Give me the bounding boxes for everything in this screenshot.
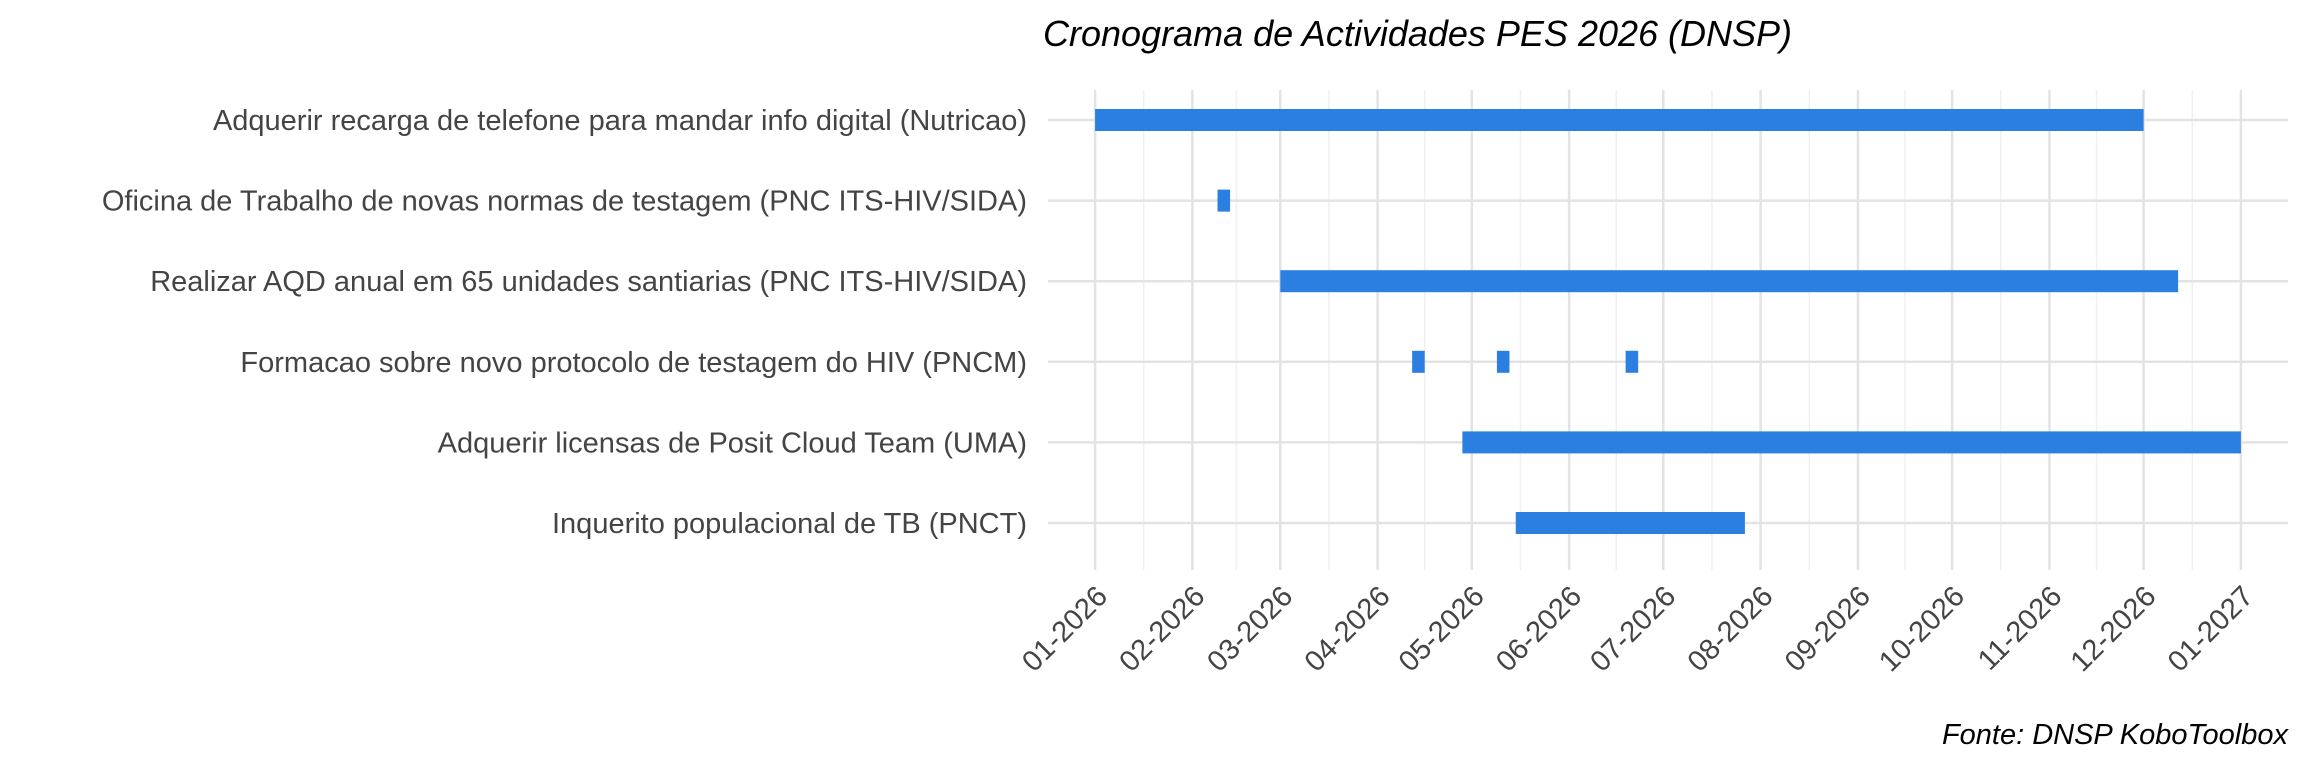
minor-grid (1142, 90, 2194, 570)
x-tick-label: 01-2026 (1016, 580, 1114, 678)
x-tick-label: 10-2026 (1873, 580, 1971, 678)
task-bar (1280, 270, 2179, 293)
task-label: Inquerito populacional de TB (PNCT) (552, 508, 1027, 540)
x-tick-label: 12-2026 (2065, 580, 2163, 678)
task-bar (1625, 350, 1639, 373)
task-label: Adquerir recarga de telefone para mandar… (213, 105, 1027, 137)
task-label: Oficina de Trabalho de novas normas de t… (102, 186, 1027, 218)
task-bars (1095, 109, 2241, 534)
x-tick-label: 08-2026 (1682, 580, 1780, 678)
major-grid (1048, 90, 2288, 570)
x-tick-label: 02-2026 (1113, 580, 1211, 678)
x-tick-label: 07-2026 (1584, 580, 1682, 678)
task-label: Realizar AQD anual em 65 unidades santia… (150, 266, 1027, 298)
task-bar (1217, 189, 1231, 212)
x-tick-label: 06-2026 (1490, 580, 1588, 678)
task-bar (1412, 350, 1425, 373)
x-tick-label: 01-2027 (2162, 580, 2260, 678)
task-bar (1496, 350, 1510, 373)
x-tick-label: 05-2026 (1393, 580, 1491, 678)
task-bar (1095, 109, 2144, 131)
x-tick-label: 09-2026 (1779, 580, 1877, 678)
x-tick-label: 11-2026 (1972, 580, 2068, 676)
task-bar (1462, 431, 2241, 454)
task-labels: Adquerir recarga de telefone para mandar… (102, 105, 1027, 540)
chart-caption: Fonte: DNSP KoboToolbox (1942, 719, 2290, 751)
task-label: Adquerir licensas de Posit Cloud Team (U… (438, 427, 1027, 459)
task-label: Formacao sobre novo protocolo de testage… (240, 347, 1027, 379)
task-bar (1515, 512, 1745, 534)
x-tick-label: 04-2026 (1299, 580, 1397, 678)
chart-title: Cronograma de Actividades PES 2026 (DNSP… (1043, 13, 1792, 54)
x-tick-label: 03-2026 (1201, 580, 1299, 678)
